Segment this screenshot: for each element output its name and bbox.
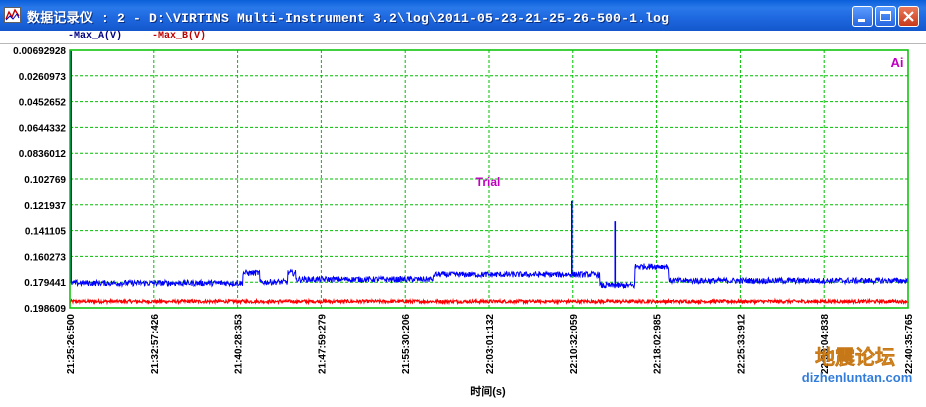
y-tick-label: 0.0644332 — [19, 123, 67, 134]
minimize-button[interactable] — [852, 6, 873, 27]
x-tick-label: 21:47:59:279 — [317, 314, 328, 374]
y-tick-label: 0.102769 — [24, 175, 66, 186]
title-bar[interactable]: 数据记录仪 : 2 - D:\VIRTINS Multi-Instrument … — [0, 0, 926, 32]
y-tick-label: 0.179441 — [24, 278, 66, 289]
x-axis-label: 时间(s) — [470, 384, 506, 398]
x-tick-label: 22:25:33:912 — [736, 314, 747, 374]
site-watermark: 地震论坛 dizhenluntan.com — [802, 345, 913, 385]
trial-watermark: Trial — [476, 175, 501, 189]
x-tick-label: 22:03:01:132 — [485, 314, 496, 374]
legend-series-a[interactable]: -Max_A(V) — [68, 31, 123, 42]
x-tick-label: 21:40:28:353 — [234, 314, 245, 374]
y-tick-label: 0.0836012 — [19, 149, 67, 160]
y-tick-label: 0.0260973 — [19, 72, 67, 83]
series-b-line — [69, 297, 910, 306]
x-tick-label: 22:10:32:059 — [569, 314, 580, 374]
line-chart[interactable]: 0.198609 0.179441 0.160273 0.141105 0.121937… — [0, 31, 926, 407]
watermark-logo-text: 地震论坛 — [815, 345, 895, 369]
y-tick-label: 0.0452652 — [19, 98, 67, 109]
series-a-line — [69, 263, 909, 289]
x-tick-label: 21:55:30:206 — [401, 314, 412, 374]
chart-panel: -Max_A(V) -Max_B(V) 0.198609 0.179441 0.16… — [0, 31, 926, 407]
plot-frame — [69, 49, 909, 309]
y-tick-label: 0.198609 — [24, 304, 66, 315]
x-tick-label: 22:40:35:765 — [904, 314, 915, 374]
y-tick-label: 0.160273 — [24, 252, 66, 263]
close-button[interactable] — [898, 6, 919, 27]
window-title: 数据记录仪 : 2 - D:\VIRTINS Multi-Instrument … — [27, 11, 670, 26]
legend-series-b[interactable]: -Max_B(V) — [152, 31, 207, 42]
chart-app-icon — [4, 7, 21, 23]
y-tick-label: 0.141105 — [25, 227, 67, 238]
legend-divider — [0, 43, 926, 44]
maximize-button[interactable] — [875, 6, 896, 27]
x-tick-label: 21:32:57:426 — [150, 314, 161, 374]
x-tick-label: 22:18:02:985 — [653, 314, 664, 374]
y-tick-label: 0.00692928 — [13, 46, 66, 57]
x-tick-label: 21:25:26:500 — [66, 314, 77, 374]
corner-label: Ai — [891, 55, 904, 70]
watermark-url: dizhenluntan.com — [802, 370, 913, 385]
x-tick-label: 22:33:04:838 — [820, 314, 831, 374]
y-tick-label: 0.121937 — [24, 201, 66, 212]
